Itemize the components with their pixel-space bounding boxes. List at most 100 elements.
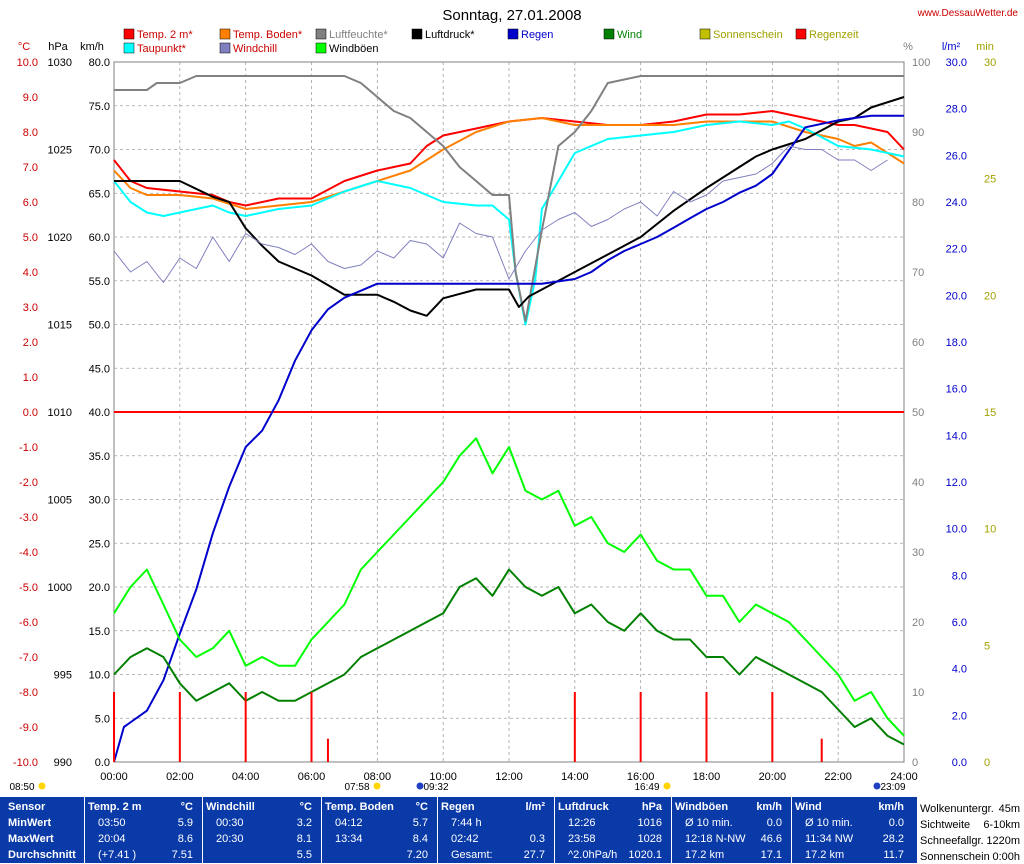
- series-luftfeuchte: [114, 75, 904, 322]
- cell-value: 0.0: [766, 817, 782, 829]
- temp-tick-label: 10.0: [17, 57, 38, 69]
- series-regenzeit: [113, 692, 823, 762]
- humidity-tick-label: 50: [912, 407, 924, 419]
- cell-label: Ø 10 min.: [805, 817, 853, 829]
- column-separator: [202, 797, 203, 863]
- cell-value: 1028: [637, 833, 662, 845]
- temp-tick-label: -8.0: [19, 687, 38, 699]
- series-temp-2-m: [113, 110, 905, 207]
- temp-tick-label: -4.0: [19, 547, 38, 559]
- minutes-tick-label: 15: [984, 407, 996, 419]
- temp-tick-label: 6.0: [23, 197, 38, 209]
- column-header: Temp. 2 m: [88, 801, 142, 813]
- legend-swatch: [795, 28, 807, 40]
- legend-label: Regen: [521, 29, 553, 41]
- rain-tick-label: 12.0: [946, 477, 967, 489]
- rain-tick-label: 26.0: [946, 150, 967, 162]
- pressure-tick-label: 1020: [48, 232, 72, 244]
- cell-label: 12:18 N-NW: [685, 833, 746, 845]
- humidity-tick-label: 30: [912, 547, 924, 559]
- info-value: 6-10km: [983, 819, 1020, 831]
- series-regen: [113, 114, 904, 763]
- temp-tick-label: 7.0: [23, 162, 38, 174]
- temp-tick-label: 9.0: [23, 92, 38, 104]
- legend-label: Regenzeit: [809, 29, 859, 41]
- sun-icon: [663, 782, 671, 790]
- legend-swatch: [219, 28, 231, 40]
- wind-tick-label: 0.0: [95, 757, 110, 769]
- wind-tick-label: 55.0: [89, 276, 110, 288]
- column-header: Windchill: [206, 801, 255, 813]
- column-unit: km/h: [878, 801, 904, 813]
- chart-title: Sonntag, 27.01.2008: [442, 7, 581, 24]
- wind-axis-unit: km/h: [80, 41, 104, 53]
- cell-value: 1020.1: [628, 849, 662, 861]
- column-header: Wind: [795, 801, 822, 813]
- legend-swatch: [219, 42, 231, 54]
- series-temp-boden: [113, 117, 905, 210]
- cell-label: 7:44 h: [451, 817, 482, 829]
- time-tick-label: 16:00: [627, 771, 655, 783]
- legend-swatch: [123, 42, 135, 54]
- legend-label: Wind: [617, 29, 642, 41]
- temp-tick-label: -5.0: [19, 582, 38, 594]
- pressure-tick-label: 1025: [48, 145, 72, 157]
- column-unit: °C: [415, 801, 428, 813]
- info-label: Sonnenschein: [920, 851, 990, 863]
- time-marker-label: 16:49: [634, 782, 659, 793]
- column-unit: °C: [299, 801, 312, 813]
- legend-label: Luftfeuchte*: [329, 29, 388, 41]
- humidity-tick-label: 10: [912, 687, 924, 699]
- temp-tick-label: 2.0: [23, 337, 38, 349]
- time-marker-label: 23:09: [880, 782, 905, 793]
- wind-tick-label: 70.0: [89, 145, 110, 157]
- wind-tick-label: 10.0: [89, 670, 110, 682]
- cell-value: 1016: [637, 817, 662, 829]
- sun-icon: [373, 782, 381, 790]
- series-windböen: [113, 437, 905, 737]
- column-header: Temp. Boden: [325, 801, 394, 813]
- info-panel: [917, 797, 1024, 863]
- temp-tick-label: -7.0: [19, 652, 38, 664]
- series-luftdruck: [114, 96, 905, 317]
- cell-label: 13:34: [335, 833, 363, 845]
- pressure-tick-label: 1030: [48, 57, 72, 69]
- row-label: MaxWert: [8, 833, 54, 845]
- humidity-axis-unit: %: [903, 41, 913, 53]
- minutes-tick-label: 25: [984, 174, 996, 186]
- info-label: Wolkenuntergr.: [920, 803, 994, 815]
- column-header: Regen: [441, 801, 475, 813]
- column-header: Windböen: [675, 801, 729, 813]
- minutes-tick-label: 0: [984, 757, 990, 769]
- info-label: Sichtweite: [920, 819, 971, 831]
- humidity-tick-label: 0: [912, 757, 918, 769]
- cell-label: 00:30: [216, 817, 244, 829]
- wind-tick-label: 80.0: [89, 57, 110, 69]
- rain-tick-label: 20.0: [946, 290, 967, 302]
- rain-tick-label: 22.0: [946, 244, 967, 256]
- temp-tick-label: 1.0: [23, 372, 38, 384]
- cell-label: 12:26: [568, 817, 596, 829]
- legend-label: Taupunkt*: [137, 43, 187, 55]
- moon-icon: [873, 782, 881, 790]
- column-unit: l/m²: [525, 801, 545, 813]
- wind-tick-label: 40.0: [89, 407, 110, 419]
- time-tick-label: 06:00: [298, 771, 326, 783]
- series-taupunkt: [113, 120, 905, 326]
- wind-tick-label: 60.0: [89, 232, 110, 244]
- cell-value: 5.9: [177, 817, 193, 829]
- legend-swatch: [411, 28, 423, 40]
- sun-icon: [38, 782, 46, 790]
- minutes-tick-label: 5: [984, 640, 990, 652]
- row-label: MinWert: [8, 817, 52, 829]
- time-tick-label: 02:00: [166, 771, 194, 783]
- humidity-tick-label: 20: [912, 617, 924, 629]
- website-link: www.DessauWetter.de: [917, 8, 1019, 19]
- rain-tick-label: 4.0: [952, 664, 967, 676]
- minutes-tick-label: 30: [984, 57, 996, 69]
- legend-swatch: [123, 28, 135, 40]
- weather-chart: Sonntag, 27.01.2008 www.DessauWetter.de Te…: [9, 7, 1019, 793]
- wind-tick-label: 50.0: [89, 320, 110, 332]
- rain-tick-label: 24.0: [946, 197, 967, 209]
- column-unit: °C: [180, 801, 193, 813]
